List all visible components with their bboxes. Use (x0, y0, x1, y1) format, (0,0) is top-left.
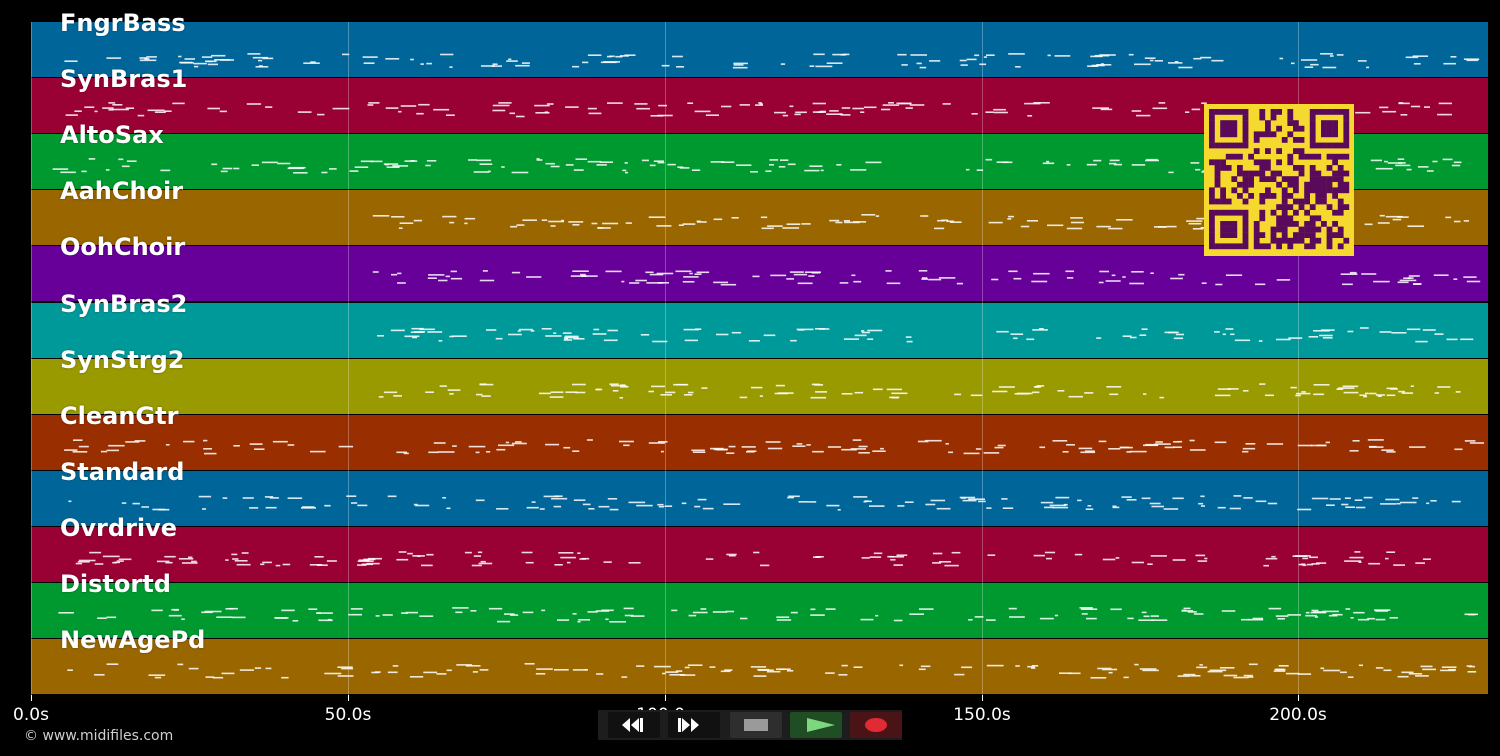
qr-code-pattern (1209, 109, 1350, 250)
note-marks (372, 270, 1481, 286)
note-marks (378, 382, 1461, 399)
note-marks (64, 438, 1484, 455)
tick-mark (1298, 695, 1299, 701)
copyright-text: © www.midifiles.com (24, 728, 174, 744)
stop-button[interactable] (730, 712, 782, 738)
tick-label: 150.0s (953, 705, 1011, 725)
qr-code (1204, 104, 1354, 256)
transport-controls (598, 710, 902, 740)
tick-mark (982, 695, 983, 701)
gridline (982, 22, 983, 695)
track-lane (31, 22, 1488, 77)
tick-label: 50.0s (324, 705, 372, 725)
gridline (31, 22, 32, 695)
gridline (1298, 22, 1299, 695)
tick-mark (665, 695, 666, 701)
rewind-icon (622, 718, 643, 732)
note-marks (58, 607, 1478, 623)
track-lane (31, 414, 1488, 470)
track-lane (31, 358, 1488, 414)
tick-mark (348, 695, 349, 701)
play-button[interactable] (790, 712, 842, 738)
note-marks (75, 550, 1431, 567)
stop-icon (744, 719, 768, 731)
record-button[interactable] (850, 712, 902, 738)
tick-label: 0.0s (13, 705, 49, 725)
track-lane (31, 302, 1488, 358)
note-marks (68, 494, 1461, 511)
track-lane (31, 639, 1488, 695)
gridline (665, 22, 666, 695)
note-marks (67, 663, 1477, 679)
tick-mark (31, 695, 32, 701)
note-marks (64, 53, 1480, 69)
play-icon (807, 718, 835, 732)
tick-label: 200.0s (1269, 705, 1327, 725)
fast-forward-icon (678, 718, 699, 732)
track-lane (31, 470, 1488, 526)
fast-forward-button[interactable] (668, 712, 720, 738)
gridline (348, 22, 349, 695)
record-icon (865, 718, 887, 732)
track-lane (31, 583, 1488, 638)
track-lane (31, 526, 1488, 582)
rewind-button[interactable] (608, 712, 660, 738)
note-marks (52, 158, 1462, 174)
note-marks (377, 326, 1474, 342)
